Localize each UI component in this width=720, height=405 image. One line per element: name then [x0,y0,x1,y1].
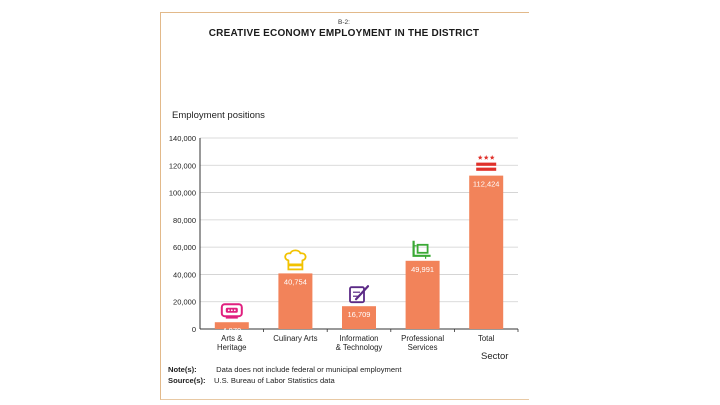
note-label: Note(s): [168,365,197,374]
y-tick-label: 120,000 [169,161,196,170]
data-label: 16,709 [348,310,371,319]
y-tick-label: 60,000 [173,243,196,252]
ticket-icon [220,303,243,319]
bar [469,175,504,329]
figure-number: B-2: [338,19,350,26]
source-line: Source(s): U.S. Bureau of Labor Statistic… [168,375,401,386]
dc-flag-icon [476,155,497,171]
y-tick-label: 0 [192,325,196,334]
bar [214,322,249,329]
notes-block: Note(s): Data does not include federal o… [168,364,401,386]
note-text: Data does not include federal or municip… [216,365,402,374]
y-tick-label: 80,000 [173,216,196,225]
chart-title: CREATIVE ECONOMY EMPLOYMENT IN THE DISTR… [208,28,480,39]
source-text: U.S. Bureau of Labor Statistics data [214,376,335,385]
x-tick-label: Services [408,343,438,352]
drafting-square-icon [412,240,431,259]
y-axis-label: Employment positions [172,110,265,121]
data-label: 112,424 [473,180,500,189]
tablet-pen-icon [349,285,370,304]
y-tick-label: 140,000 [169,134,196,143]
y-tick-label: 100,000 [169,189,196,198]
x-tick-label: Heritage [217,343,246,352]
x-tick-label: Culinary Arts [273,334,317,343]
x-tick-label: Professional [401,334,444,343]
chef-hat-icon [284,249,307,271]
x-tick-label: & Technology [336,343,383,352]
x-tick-label: Arts & [221,334,243,343]
y-tick-label: 40,000 [173,270,196,279]
bar [405,260,440,329]
data-label: 49,991 [411,265,434,274]
x-axis-label: Sector [481,351,509,362]
data-label: 4,970 [222,326,241,335]
bar [342,306,376,329]
bar [278,273,313,329]
source-label: Source(s): [168,376,206,385]
data-label: 40,754 [284,277,307,286]
y-tick-label: 20,000 [173,298,196,307]
note-line: Note(s): Data does not include federal o… [168,364,401,375]
x-tick-label: Total [478,334,495,343]
x-tick-label: Information [339,334,378,343]
figure-frame [160,12,529,400]
